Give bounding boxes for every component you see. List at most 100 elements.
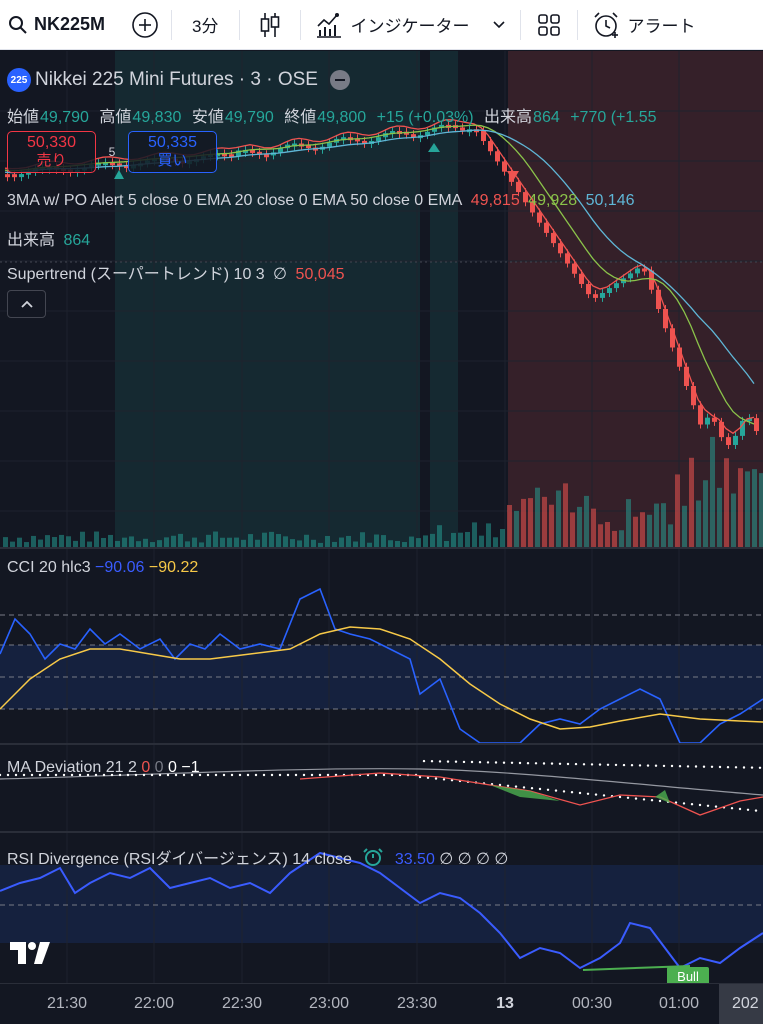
volume-bar (458, 532, 463, 547)
upper-band-dot (430, 760, 434, 763)
lower-band-dot (714, 805, 718, 808)
volume-bar (108, 534, 113, 547)
volume-indicator-legend[interactable]: 出来高 864 (7, 226, 94, 250)
pane-divider[interactable] (0, 547, 763, 549)
rsi-canvas[interactable] (0, 833, 763, 983)
rsi-legend[interactable]: RSI Divergence (RSIダイバージェンス) 14 close 33… (7, 845, 508, 869)
cci-legend[interactable]: CCI 20 hlc3 −90.06 −90.22 (7, 559, 198, 577)
candle-body (586, 283, 591, 295)
volume-bar (626, 499, 631, 547)
candle-body (691, 386, 696, 406)
change-value: +15 (+0.03%) (376, 109, 474, 126)
lower-band-dot (562, 790, 566, 793)
candle-body (726, 437, 731, 445)
chart-type-button[interactable] (240, 0, 300, 50)
alarm-clock-icon[interactable] (362, 847, 384, 867)
supertrend-legend[interactable]: Supertrend (スーパートレンド) 10 3 ∅ 50,045 (7, 260, 348, 284)
upper-band-dot (294, 773, 298, 777)
ma-indicator-legend[interactable]: 3MA w/ PO Alert 5 close 0 EMA 20 close 0… (7, 192, 639, 210)
upper-band-dot (238, 773, 242, 777)
time-tick: 21:30 (46, 995, 88, 1012)
lower-band-dot (674, 801, 678, 804)
upper-band-dot (22, 773, 26, 777)
upper-band-dot (334, 773, 338, 777)
collapse-legend-button[interactable] (7, 290, 46, 318)
alert-button[interactable]: アラート (578, 0, 696, 50)
upper-band-dot (0, 773, 2, 777)
templates-dropdown[interactable] (482, 0, 520, 50)
ma-deviation-canvas[interactable] (0, 745, 763, 831)
time-tick: 22:00 (133, 995, 175, 1012)
toolbar-divider (299, 9, 301, 40)
volume-bar (381, 535, 386, 547)
compare-button[interactable] (119, 0, 171, 50)
buy-button[interactable]: 50,335 買い (128, 131, 217, 173)
candle-body (551, 232, 556, 244)
lower-band-dot (730, 807, 734, 810)
ma-deviation-legend[interactable]: MA Deviation 21 2 0 0 0 −1 (7, 759, 200, 777)
upper-band-dot (254, 773, 258, 777)
cci-pane[interactable]: CCI 20 hlc3 −90.06 −90.22 (0, 549, 763, 743)
candle-body (502, 161, 507, 172)
upper-band-dot (726, 766, 730, 769)
sell-price: 50,330 (27, 134, 76, 151)
time-tick: 22:30 (221, 995, 263, 1012)
pane-divider[interactable] (0, 743, 763, 745)
lower-band-dot (426, 776, 430, 779)
lower-band-dot (682, 802, 686, 805)
candle-body (26, 171, 31, 175)
indicators-button[interactable]: インジケーター (301, 0, 482, 50)
trade-buttons: 50,330 売り 5 50,335 買い (7, 131, 217, 173)
volume-bar (465, 531, 470, 547)
volume-bar (640, 512, 645, 547)
volume-bar (395, 540, 400, 547)
buy-signal-marker (114, 170, 124, 179)
candle-body (523, 192, 528, 203)
ma-indicator-name: 3MA w/ PO Alert 5 close 0 EMA 20 close 0… (7, 192, 463, 209)
volume-value: 864 (533, 109, 560, 126)
lower-band-dot (434, 777, 438, 780)
pane-divider[interactable] (0, 831, 763, 833)
cci-ma-value: −90.22 (148, 559, 199, 576)
sell-label: 売り (36, 152, 67, 169)
cci-canvas[interactable] (0, 549, 763, 743)
candle-body (306, 145, 311, 149)
volume-bar (556, 490, 561, 547)
lower-band-dot (514, 785, 518, 788)
volume-bar (332, 541, 337, 547)
lower-band-dot (506, 784, 510, 787)
ma-deviation-pane[interactable]: MA Deviation 21 2 0 0 0 −1 (0, 745, 763, 831)
sell-button[interactable]: 50,330 売り (7, 131, 96, 173)
chevron-down-icon (492, 20, 505, 28)
hide-icon[interactable] (329, 70, 350, 90)
upper-band-dot (734, 766, 738, 769)
volume-bar (59, 534, 64, 547)
price-chart-pane[interactable]: 225 Nikkei 225 Mini Futures · 3 · OSE 始値… (0, 51, 763, 547)
candle-body (516, 181, 521, 193)
candle-body (481, 130, 486, 142)
rsi-pane[interactable]: RSI Divergence (RSIダイバージェンス) 14 close 33… (0, 833, 763, 983)
lower-band-dot (642, 798, 646, 801)
interval-button[interactable]: 3分 (172, 0, 238, 50)
candle-body (733, 435, 738, 445)
time-axis[interactable]: 21:30 22:00 22:30 23:00 23:30 13 00:30 0… (0, 983, 763, 1024)
tradingview-logo[interactable] (10, 940, 54, 966)
volume-bar (472, 522, 477, 547)
layout-button[interactable] (521, 0, 577, 50)
alert-label: アラート (627, 17, 696, 36)
volume-bar (654, 503, 659, 547)
symbol-search[interactable]: NK225M (0, 0, 119, 50)
candle-body (614, 283, 619, 289)
candle-body (628, 273, 633, 279)
upper-band-dot (598, 763, 602, 766)
time-tick: 01:00 (658, 995, 700, 1012)
candle-body (607, 288, 612, 293)
cci-ma-line (0, 626, 763, 730)
upper-band-dot (470, 760, 474, 764)
lower-band-dot (578, 791, 582, 795)
candle-body (544, 222, 549, 233)
candle-body (243, 149, 248, 153)
volume-bar (528, 498, 533, 547)
rsi-value: 33.50 (394, 851, 435, 868)
upper-band-dot (166, 773, 170, 777)
